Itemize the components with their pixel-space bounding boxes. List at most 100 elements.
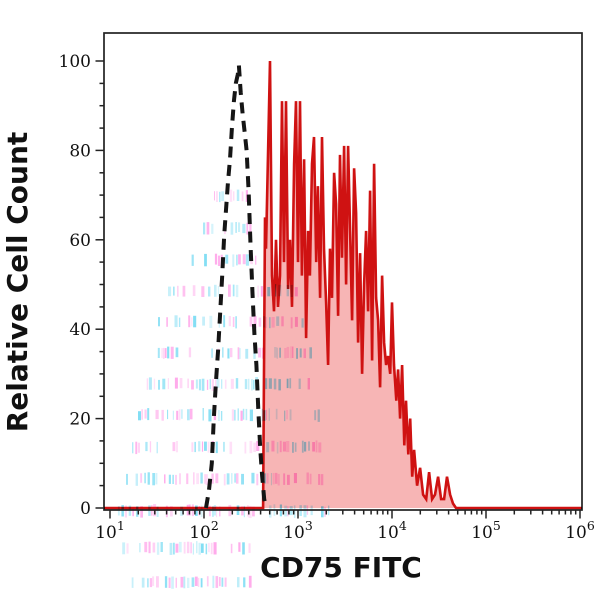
control-histogram-path — [204, 65, 269, 509]
watermark-dash — [140, 473, 143, 483]
y-tick-label: 80 — [69, 141, 91, 161]
watermark-dash — [131, 577, 134, 588]
watermark-dash — [164, 474, 166, 484]
watermark-dash — [206, 379, 209, 390]
stained-histogram-red — [104, 60, 582, 510]
watermark-dash — [203, 222, 206, 235]
watermark-dash — [258, 347, 262, 358]
watermark-dash — [197, 577, 200, 587]
watermark-dash — [194, 576, 198, 586]
watermark-dash — [251, 472, 255, 484]
watermark-dash — [211, 378, 214, 391]
x-tick-label: 105 — [471, 518, 501, 543]
watermark-dash — [173, 542, 175, 555]
watermark-dash — [217, 286, 220, 297]
watermark-dash — [164, 576, 168, 588]
watermark-dash — [218, 577, 221, 587]
watermark-dash — [166, 317, 168, 327]
watermark-dash — [161, 348, 163, 359]
watermark-dash — [175, 543, 179, 553]
watermark-dash — [175, 577, 177, 588]
watermark-dash — [230, 543, 233, 554]
watermark-dash — [140, 506, 143, 518]
watermark-dash — [190, 542, 192, 554]
watermark-dash — [256, 441, 260, 451]
watermark-dash — [198, 542, 201, 555]
watermark-dash — [253, 316, 257, 329]
watermark-dash — [243, 577, 246, 588]
watermark-dash — [248, 378, 250, 390]
watermark-dash — [167, 346, 170, 359]
watermark-dash — [248, 505, 252, 518]
watermark-dash — [224, 379, 227, 389]
watermark-dash — [149, 578, 153, 588]
watermark-dash — [139, 543, 141, 553]
watermark-dash — [228, 284, 231, 297]
watermark-dash — [209, 379, 211, 390]
watermark-dash — [253, 442, 257, 452]
watermark-dash — [187, 378, 189, 389]
watermark-dash — [177, 285, 179, 297]
x-tick-labels: 101 102 103 104 105 106 — [95, 518, 595, 543]
watermark-dash — [229, 189, 233, 202]
watermark-dash — [162, 378, 166, 390]
watermark-dash — [160, 542, 163, 552]
watermark-dash — [157, 347, 160, 358]
watermark-dash — [238, 254, 241, 265]
watermark-dash — [201, 378, 205, 391]
watermark-dash — [200, 505, 203, 517]
watermark-dash — [287, 506, 289, 517]
watermark-dash — [257, 285, 259, 298]
watermark-dash — [191, 577, 195, 587]
watermark-dash — [215, 473, 219, 484]
watermark-dash — [246, 222, 249, 235]
x-tick-label: 106 — [565, 518, 595, 543]
watermark-dash — [236, 254, 238, 266]
watermark-dash — [251, 379, 253, 391]
watermark-dash — [215, 379, 217, 390]
watermark-dash — [192, 543, 194, 555]
watermark-dash — [261, 408, 263, 422]
y-tick-labels: 0 20 40 60 80 100 — [59, 52, 91, 519]
watermark-dash — [234, 473, 237, 483]
x-tick-label: 102 — [189, 518, 219, 543]
watermark-dash — [180, 576, 184, 588]
watermark-dash — [243, 505, 245, 518]
watermark-dash — [172, 442, 176, 452]
watermark-dash — [178, 541, 182, 553]
watermark-dash — [216, 378, 220, 388]
watermark-dash — [172, 474, 174, 484]
watermark-dash — [161, 409, 164, 421]
watermark-dash — [216, 506, 218, 518]
watermark-dash — [148, 377, 152, 390]
watermark-dash — [221, 191, 225, 201]
watermark-dash — [249, 440, 253, 454]
watermark-dash — [132, 507, 134, 517]
watermark-dash — [213, 542, 217, 555]
watermark-dash — [156, 576, 159, 588]
watermark-dash — [245, 348, 249, 359]
watermark-dash — [216, 191, 218, 202]
watermark-dash — [241, 191, 244, 202]
y-tick-label: 100 — [59, 52, 91, 72]
watermark-dash — [147, 408, 150, 421]
watermark-dash — [235, 316, 237, 329]
watermark-dash — [193, 315, 197, 328]
watermark-dash — [235, 378, 239, 389]
watermark-dash — [208, 409, 212, 422]
watermark-dash — [238, 222, 241, 232]
watermark-dash — [180, 409, 183, 419]
y-tick-label: 40 — [69, 320, 91, 340]
watermark-dash — [168, 474, 171, 484]
watermark-dash — [215, 441, 218, 454]
watermark-dash — [221, 577, 224, 587]
watermark-dash — [324, 506, 326, 517]
watermark-dash — [214, 191, 215, 201]
watermark-dash — [253, 379, 255, 390]
watermark-dash — [200, 472, 203, 484]
watermark-dash — [187, 577, 190, 588]
watermark-dash — [176, 410, 179, 420]
watermark-dash — [147, 472, 150, 485]
watermark-dash — [211, 223, 214, 234]
